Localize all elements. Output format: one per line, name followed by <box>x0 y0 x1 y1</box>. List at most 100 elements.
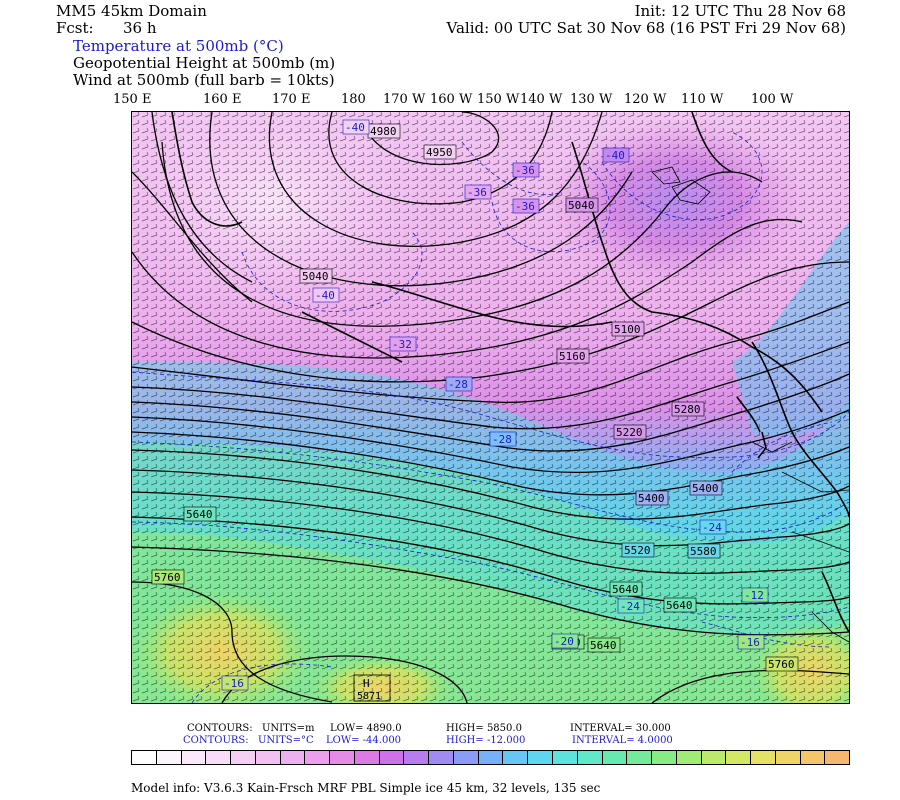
temperature-label: -32 <box>389 336 417 352</box>
lon-label: 170 W <box>383 92 426 107</box>
high-pressure-value: 5871 <box>357 691 381 702</box>
height-label: 5580 <box>687 543 721 559</box>
colorbar-swatch <box>429 751 454 764</box>
svg-text:-24: -24 <box>702 521 722 534</box>
svg-text:5400: 5400 <box>692 482 719 495</box>
temperature-label: -16 <box>221 675 249 691</box>
svg-text:-20: -20 <box>554 635 574 648</box>
low-value: LOW= 4890.0 <box>330 723 402 734</box>
colorbar-swatch <box>156 751 182 764</box>
height-label: 5100 <box>611 321 645 337</box>
lon-label: 180 <box>341 92 366 107</box>
colorbar-swatch <box>379 751 405 764</box>
svg-text:4950: 4950 <box>426 146 453 159</box>
interval-value: INTERVAL= 4.0000 <box>572 735 673 746</box>
height-label: 5040 <box>565 197 599 213</box>
temperature-label: -40 <box>602 147 630 163</box>
temperature-label: -40 <box>342 119 370 135</box>
colorbar-swatch <box>280 751 306 764</box>
valid-time: Valid: 00 UTC Sat 30 Nov 68 (16 PST Fri … <box>446 19 846 37</box>
svg-text:5640: 5640 <box>590 639 617 652</box>
forecast-label: Fcst: <box>56 19 94 37</box>
init-time: Init: 12 UTC Thu 28 Nov 68 <box>634 2 846 20</box>
height-label: 5400 <box>635 490 669 506</box>
colorbar-swatch <box>181 751 207 764</box>
colorbar-swatch <box>255 751 281 764</box>
temperature-colorbar <box>131 750 850 765</box>
colorbar-swatch <box>800 751 826 764</box>
svg-text:-40: -40 <box>345 121 365 134</box>
height-label: 5640 <box>587 637 621 653</box>
interval-value: INTERVAL= 30.000 <box>570 723 671 734</box>
colorbar-swatch <box>478 751 504 764</box>
svg-text:-36: -36 <box>515 164 535 177</box>
lon-label: 100 W <box>751 92 794 107</box>
svg-text:-40: -40 <box>315 289 335 302</box>
contours-label: CONTOURS: <box>183 735 249 746</box>
height-label: 4950 <box>423 144 457 160</box>
svg-text:5760: 5760 <box>768 658 795 671</box>
height-label: 5040 <box>299 268 333 284</box>
temperature-label: -36 <box>464 184 492 200</box>
temperature-label: -24 <box>617 598 645 614</box>
svg-text:-36: -36 <box>515 200 535 213</box>
high-value: HIGH= 5850.0 <box>446 723 522 734</box>
lon-label: 110 W <box>681 92 724 107</box>
field-label-temperature: Temperature at 500mb (°C) <box>73 37 284 55</box>
high-value: HIGH= -12.000 <box>446 735 526 746</box>
colorbar-swatch <box>726 751 752 764</box>
svg-text:-16: -16 <box>740 636 760 649</box>
colorbar-swatch <box>330 751 355 764</box>
lon-label: 160 E <box>203 92 242 107</box>
colorbar-swatch <box>676 751 702 764</box>
colorbar-swatch <box>751 751 776 764</box>
weather-map[interactable]: H 5871 4980 4950 5040 5040 5100 <box>131 111 850 704</box>
temperature-label: -12 <box>741 587 769 603</box>
height-label: 5760 <box>765 656 799 672</box>
weather-map-canvas: H 5871 4980 4950 5040 5040 5100 <box>132 112 849 703</box>
svg-text:5580: 5580 <box>690 545 717 558</box>
colorbar-swatch <box>305 751 331 764</box>
svg-text:5640: 5640 <box>612 583 639 596</box>
colorbar-swatch <box>602 751 628 764</box>
model-info: Model info: V3.6.3 Kain-Frsch MRF PBL Si… <box>131 781 601 795</box>
svg-text:5040: 5040 <box>568 199 595 212</box>
svg-text:-12: -12 <box>744 589 764 602</box>
colorbar-swatch <box>528 751 554 764</box>
units-label: UNITS=m <box>262 723 315 734</box>
colorbar-swatch <box>354 751 380 764</box>
colorbar-swatch <box>652 751 677 764</box>
svg-text:-24: -24 <box>620 600 640 613</box>
lon-label: 140 W <box>520 92 563 107</box>
svg-text:-28: -28 <box>448 378 468 391</box>
colorbar-swatch <box>132 751 157 764</box>
svg-text:-36: -36 <box>467 186 487 199</box>
lon-label: 160 W <box>430 92 473 107</box>
svg-text:5160: 5160 <box>559 350 586 363</box>
colorbar-swatch <box>627 751 653 764</box>
svg-text:5760: 5760 <box>154 571 181 584</box>
height-label: 5400 <box>689 480 723 496</box>
colorbar-swatch <box>775 751 801 764</box>
height-label: 4980 <box>367 123 401 139</box>
height-label: 5160 <box>556 348 590 364</box>
colorbar-swatch <box>553 751 578 764</box>
lon-label: 130 W <box>570 92 613 107</box>
temperature-label: -20 <box>551 633 579 649</box>
temperature-label: -28 <box>445 376 473 392</box>
field-label-height: Geopotential Height at 500mb (m) <box>73 54 336 72</box>
colorbar-swatch <box>453 751 479 764</box>
low-value: LOW= -44.000 <box>326 735 402 746</box>
colorbar-swatch <box>206 751 232 764</box>
svg-text:4980: 4980 <box>370 125 397 138</box>
height-label: 5760 <box>151 569 185 585</box>
lon-label: 150 W <box>477 92 520 107</box>
svg-text:5100: 5100 <box>614 323 641 336</box>
temperature-label: -40 <box>312 287 340 303</box>
colorbar-swatch <box>404 751 430 764</box>
temperature-label: -16 <box>737 634 765 650</box>
lon-label: 150 E <box>113 92 152 107</box>
colorbar-swatch <box>825 751 850 764</box>
temperature-label: -36 <box>512 198 540 214</box>
field-label-wind: Wind at 500mb (full barb = 10kts) <box>73 71 335 89</box>
